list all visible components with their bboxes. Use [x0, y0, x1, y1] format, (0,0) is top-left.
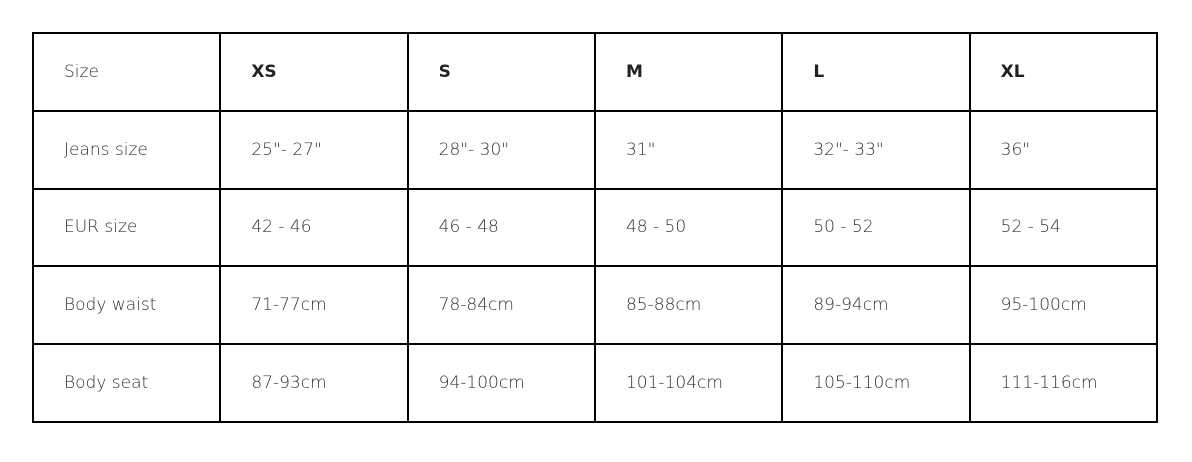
- table-cell: 46 - 48: [406, 187, 596, 268]
- table-cell: 94-100cm: [406, 343, 596, 423]
- table-cell: 28"- 30": [406, 109, 596, 190]
- table-cell: 42 - 46: [219, 187, 409, 268]
- size-header-cell: M: [593, 32, 784, 112]
- size-header-cell: XL: [968, 32, 1159, 112]
- table-cell: 85-88cm: [593, 265, 784, 346]
- table-cell: 95-100cm: [968, 265, 1159, 346]
- table-cell: 87-93cm: [219, 343, 409, 423]
- row-label: Size: [31, 32, 222, 112]
- table-cell: 101-104cm: [593, 343, 784, 423]
- table-cell: 71-77cm: [219, 265, 409, 346]
- row-label: Body waist: [31, 265, 222, 346]
- table-cell: 78-84cm: [406, 265, 596, 346]
- table-cell: 50 - 52: [781, 187, 971, 268]
- table-cell: 52 - 54: [968, 187, 1159, 268]
- table-header-row: Size XS S M L XL: [31, 32, 1159, 112]
- size-header-cell: XS: [219, 32, 409, 112]
- table-cell: 111-116cm: [968, 343, 1159, 423]
- row-label: EUR size: [31, 187, 222, 268]
- table-row: Body seat 87-93cm 94-100cm 101-104cm 105-110…: [31, 343, 1159, 423]
- table-cell: 31": [593, 109, 784, 190]
- table-cell: 89-94cm: [781, 265, 971, 346]
- table-cell: 105-110cm: [781, 343, 971, 423]
- table-row: Jeans size 25"- 27" 28"- 30" 31" 32"- 33" 36": [31, 109, 1159, 190]
- table-cell: 25"- 27": [219, 109, 409, 190]
- table-row: Body waist 71-77cm 78-84cm 85-88cm 89-94cm 95…: [31, 265, 1159, 346]
- size-header-cell: S: [406, 32, 596, 112]
- size-chart-table: Size XS S M L XL Jeans size 25"- 27" 28"- 30" 31"…: [31, 32, 1159, 423]
- table-cell: 36": [968, 109, 1159, 190]
- row-label: Jeans size: [31, 109, 222, 190]
- row-label: Body seat: [31, 343, 222, 423]
- table-cell: 32"- 33": [781, 109, 971, 190]
- table-row: EUR size 42 - 46 46 - 48 48 - 50 50 - 52 52 -…: [31, 187, 1159, 268]
- table-cell: 48 - 50: [593, 187, 784, 268]
- size-header-cell: L: [781, 32, 971, 112]
